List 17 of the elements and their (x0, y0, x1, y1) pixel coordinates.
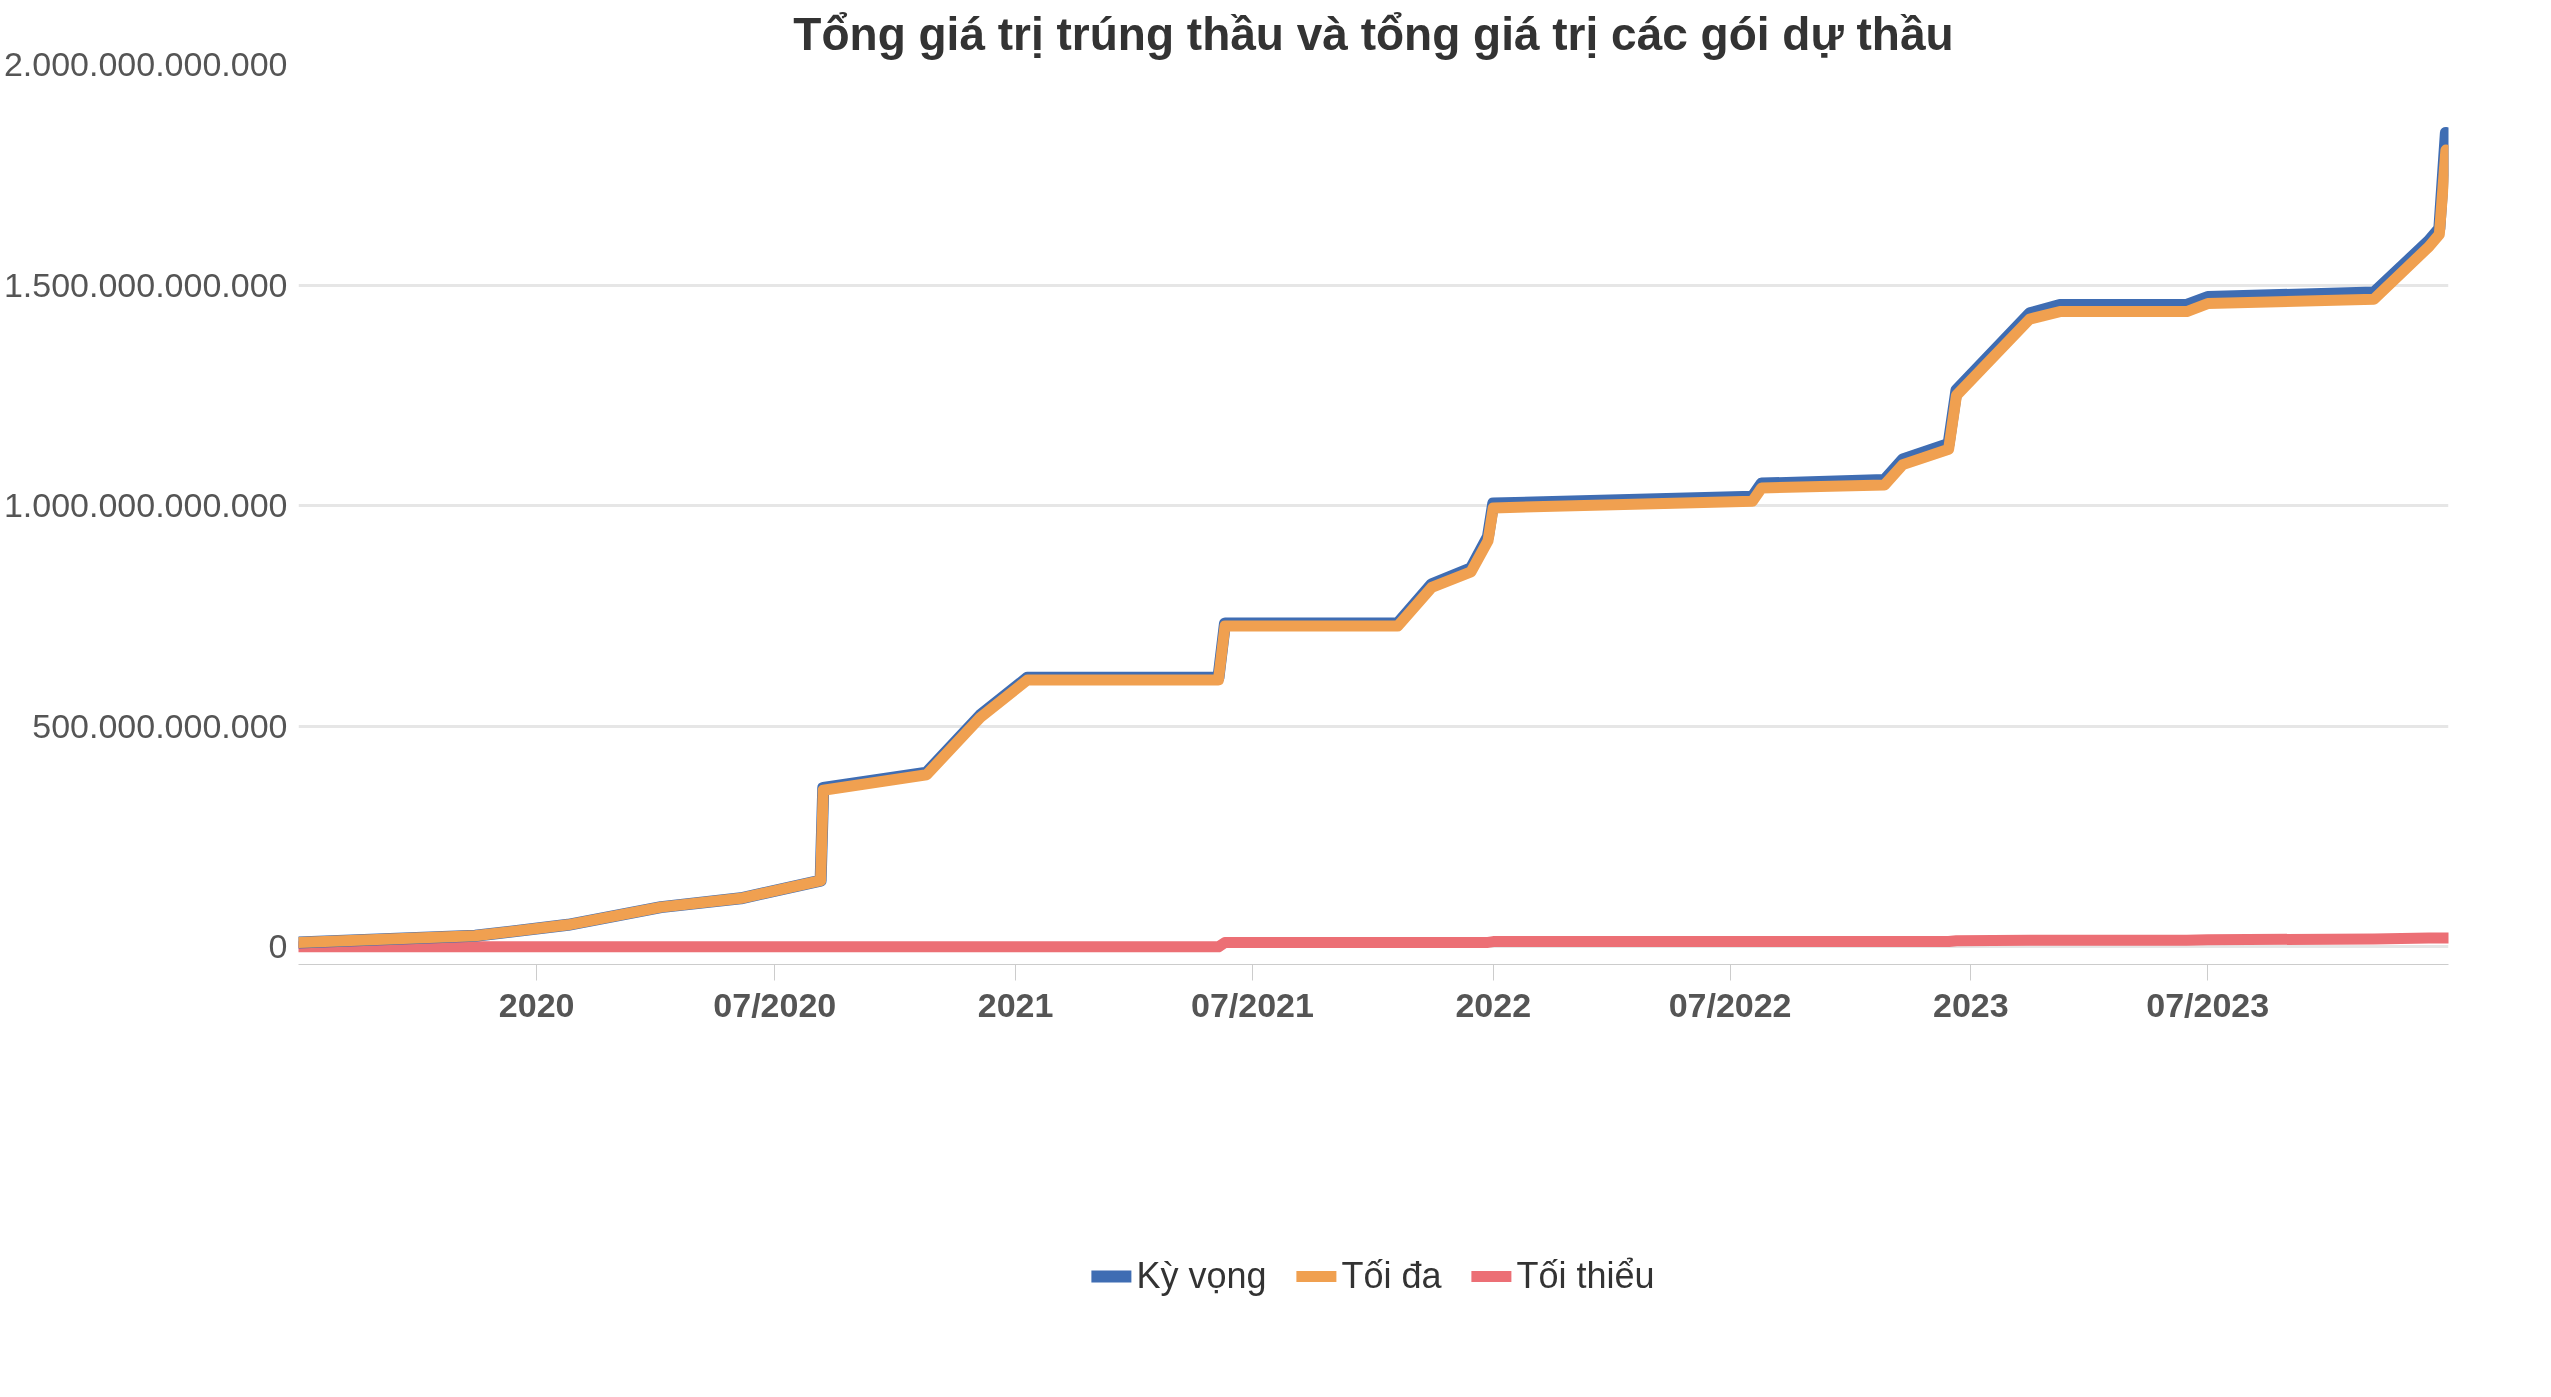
x-tick-label: 2020 (498, 985, 575, 1024)
chart-title: Tổng giá trị trúng thầu và tổng giá trị các gói dự thầu (793, 7, 1954, 60)
x-tick-label: 07/2022 (1668, 985, 1792, 1024)
x-tick-label: 07/2021 (1191, 985, 1314, 1024)
legend-label: Tối thiểu (1516, 1255, 1655, 1297)
legend-label: Kỳ vọng (1136, 1255, 1267, 1297)
x-tick-label: 2021 (977, 985, 1054, 1024)
legend-label: Tối đa (1341, 1255, 1442, 1297)
y-tick-label: 500.000.000.000 (32, 706, 288, 745)
y-tick-label: 1.500.000.000.000 (3, 265, 288, 304)
x-tick-label: 2023 (1933, 985, 2009, 1024)
x-tick-label: 2022 (1455, 985, 1532, 1024)
x-tick-label: 07/2023 (2146, 985, 2270, 1024)
y-tick-label: 1.000.000.000.000 (3, 486, 288, 525)
x-tick-label: 07/2020 (713, 985, 837, 1024)
y-tick-label: 2.000.000.000.000 (3, 45, 288, 83)
y-tick-label: 0 (268, 927, 288, 966)
